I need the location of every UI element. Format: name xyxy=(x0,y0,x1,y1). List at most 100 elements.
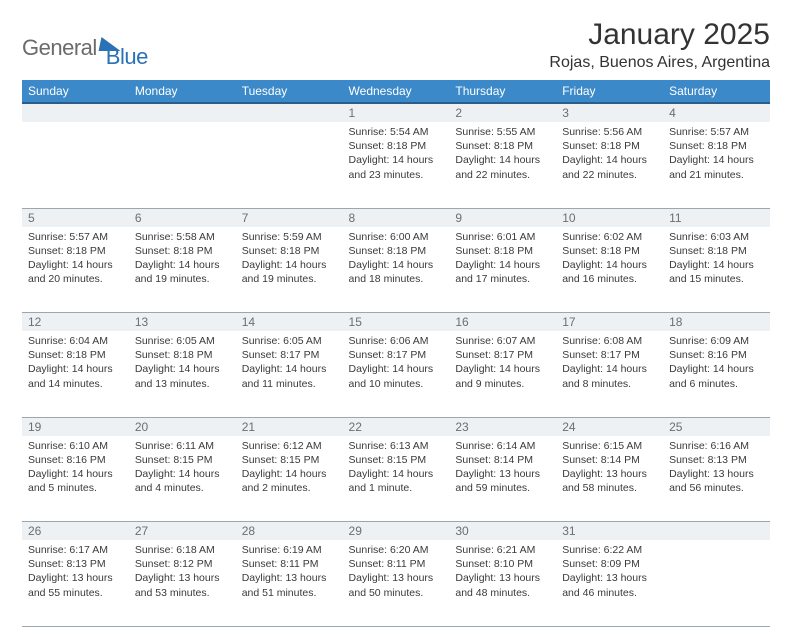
day-cell: Sunrise: 6:07 AMSunset: 8:17 PMDaylight:… xyxy=(449,331,556,417)
day-cell: Sunrise: 6:19 AMSunset: 8:11 PMDaylight:… xyxy=(236,540,343,626)
logo-triangle-icon xyxy=(98,37,123,51)
day-number: 13 xyxy=(129,313,236,332)
week-row: Sunrise: 6:17 AMSunset: 8:13 PMDaylight:… xyxy=(22,540,770,626)
daynum-row: 262728293031 xyxy=(22,522,770,541)
day-number xyxy=(22,103,129,122)
daynum-row: 19202122232425 xyxy=(22,417,770,436)
daynum-row: 12131415161718 xyxy=(22,313,770,332)
day-details: Sunrise: 5:56 AMSunset: 8:18 PMDaylight:… xyxy=(556,122,663,186)
day-cell: Sunrise: 6:05 AMSunset: 8:18 PMDaylight:… xyxy=(129,331,236,417)
day-number xyxy=(236,103,343,122)
day-number: 24 xyxy=(556,417,663,436)
day-cell: Sunrise: 6:21 AMSunset: 8:10 PMDaylight:… xyxy=(449,540,556,626)
day-cell: Sunrise: 6:16 AMSunset: 8:13 PMDaylight:… xyxy=(663,436,770,522)
day-number xyxy=(129,103,236,122)
day-details: Sunrise: 6:08 AMSunset: 8:17 PMDaylight:… xyxy=(556,331,663,395)
day-number: 31 xyxy=(556,522,663,541)
day-number: 17 xyxy=(556,313,663,332)
day-cell xyxy=(129,122,236,208)
day-details: Sunrise: 6:02 AMSunset: 8:18 PMDaylight:… xyxy=(556,227,663,291)
day-cell: Sunrise: 5:56 AMSunset: 8:18 PMDaylight:… xyxy=(556,122,663,208)
day-details: Sunrise: 6:05 AMSunset: 8:18 PMDaylight:… xyxy=(129,331,236,395)
day-cell: Sunrise: 6:18 AMSunset: 8:12 PMDaylight:… xyxy=(129,540,236,626)
day-number: 8 xyxy=(343,208,450,227)
day-number: 12 xyxy=(22,313,129,332)
day-number: 15 xyxy=(343,313,450,332)
week-row: Sunrise: 5:54 AMSunset: 8:18 PMDaylight:… xyxy=(22,122,770,208)
day-number: 10 xyxy=(556,208,663,227)
day-details: Sunrise: 6:03 AMSunset: 8:18 PMDaylight:… xyxy=(663,227,770,291)
day-number: 19 xyxy=(22,417,129,436)
logo: General Blue xyxy=(22,26,148,70)
day-number: 6 xyxy=(129,208,236,227)
day-details: Sunrise: 6:00 AMSunset: 8:18 PMDaylight:… xyxy=(343,227,450,291)
day-cell: Sunrise: 6:00 AMSunset: 8:18 PMDaylight:… xyxy=(343,227,450,313)
day-cell: Sunrise: 6:02 AMSunset: 8:18 PMDaylight:… xyxy=(556,227,663,313)
day-cell: Sunrise: 6:04 AMSunset: 8:18 PMDaylight:… xyxy=(22,331,129,417)
day-cell xyxy=(22,122,129,208)
day-number: 2 xyxy=(449,103,556,122)
day-cell xyxy=(663,540,770,626)
day-number: 3 xyxy=(556,103,663,122)
day-details: Sunrise: 6:09 AMSunset: 8:16 PMDaylight:… xyxy=(663,331,770,395)
daynum-row: 1234 xyxy=(22,103,770,122)
day-details: Sunrise: 6:07 AMSunset: 8:17 PMDaylight:… xyxy=(449,331,556,395)
day-number: 16 xyxy=(449,313,556,332)
day-cell: Sunrise: 5:58 AMSunset: 8:18 PMDaylight:… xyxy=(129,227,236,313)
day-number: 7 xyxy=(236,208,343,227)
day-cell: Sunrise: 6:17 AMSunset: 8:13 PMDaylight:… xyxy=(22,540,129,626)
logo-text-general: General xyxy=(22,35,97,61)
day-number: 30 xyxy=(449,522,556,541)
day-cell: Sunrise: 6:14 AMSunset: 8:14 PMDaylight:… xyxy=(449,436,556,522)
day-cell: Sunrise: 5:55 AMSunset: 8:18 PMDaylight:… xyxy=(449,122,556,208)
location: Rojas, Buenos Aires, Argentina xyxy=(549,54,770,72)
day-number: 4 xyxy=(663,103,770,122)
day-number: 21 xyxy=(236,417,343,436)
weekday-header: Saturday xyxy=(663,80,770,103)
day-details: Sunrise: 6:05 AMSunset: 8:17 PMDaylight:… xyxy=(236,331,343,395)
day-cell: Sunrise: 5:54 AMSunset: 8:18 PMDaylight:… xyxy=(343,122,450,208)
day-number: 20 xyxy=(129,417,236,436)
day-cell: Sunrise: 6:05 AMSunset: 8:17 PMDaylight:… xyxy=(236,331,343,417)
day-details: Sunrise: 6:12 AMSunset: 8:15 PMDaylight:… xyxy=(236,436,343,500)
day-details: Sunrise: 5:57 AMSunset: 8:18 PMDaylight:… xyxy=(663,122,770,186)
day-details: Sunrise: 5:54 AMSunset: 8:18 PMDaylight:… xyxy=(343,122,450,186)
day-details: Sunrise: 5:55 AMSunset: 8:18 PMDaylight:… xyxy=(449,122,556,186)
day-details: Sunrise: 6:21 AMSunset: 8:10 PMDaylight:… xyxy=(449,540,556,604)
day-cell: Sunrise: 6:12 AMSunset: 8:15 PMDaylight:… xyxy=(236,436,343,522)
day-number: 29 xyxy=(343,522,450,541)
week-row: Sunrise: 6:10 AMSunset: 8:16 PMDaylight:… xyxy=(22,436,770,522)
day-number: 25 xyxy=(663,417,770,436)
day-details: Sunrise: 6:17 AMSunset: 8:13 PMDaylight:… xyxy=(22,540,129,604)
day-details: Sunrise: 6:18 AMSunset: 8:12 PMDaylight:… xyxy=(129,540,236,604)
weekday-header: Sunday xyxy=(22,80,129,103)
day-number: 26 xyxy=(22,522,129,541)
day-details: Sunrise: 6:01 AMSunset: 8:18 PMDaylight:… xyxy=(449,227,556,291)
day-cell: Sunrise: 6:06 AMSunset: 8:17 PMDaylight:… xyxy=(343,331,450,417)
day-details: Sunrise: 5:57 AMSunset: 8:18 PMDaylight:… xyxy=(22,227,129,291)
day-details: Sunrise: 6:22 AMSunset: 8:09 PMDaylight:… xyxy=(556,540,663,604)
day-details: Sunrise: 6:20 AMSunset: 8:11 PMDaylight:… xyxy=(343,540,450,604)
day-cell: Sunrise: 6:20 AMSunset: 8:11 PMDaylight:… xyxy=(343,540,450,626)
day-cell: Sunrise: 6:22 AMSunset: 8:09 PMDaylight:… xyxy=(556,540,663,626)
day-cell: Sunrise: 5:57 AMSunset: 8:18 PMDaylight:… xyxy=(22,227,129,313)
weekday-header: Wednesday xyxy=(343,80,450,103)
day-details: Sunrise: 5:59 AMSunset: 8:18 PMDaylight:… xyxy=(236,227,343,291)
day-number: 27 xyxy=(129,522,236,541)
weekday-header: Monday xyxy=(129,80,236,103)
day-cell: Sunrise: 6:11 AMSunset: 8:15 PMDaylight:… xyxy=(129,436,236,522)
day-details: Sunrise: 6:11 AMSunset: 8:15 PMDaylight:… xyxy=(129,436,236,500)
header: General Blue January 2025 Rojas, Buenos … xyxy=(22,18,770,72)
day-details: Sunrise: 6:13 AMSunset: 8:15 PMDaylight:… xyxy=(343,436,450,500)
title-block: January 2025 Rojas, Buenos Aires, Argent… xyxy=(549,18,770,72)
day-cell: Sunrise: 6:13 AMSunset: 8:15 PMDaylight:… xyxy=(343,436,450,522)
day-number: 11 xyxy=(663,208,770,227)
day-cell: Sunrise: 6:03 AMSunset: 8:18 PMDaylight:… xyxy=(663,227,770,313)
day-number: 14 xyxy=(236,313,343,332)
day-cell: Sunrise: 6:10 AMSunset: 8:16 PMDaylight:… xyxy=(22,436,129,522)
day-details: Sunrise: 6:14 AMSunset: 8:14 PMDaylight:… xyxy=(449,436,556,500)
day-cell: Sunrise: 6:09 AMSunset: 8:16 PMDaylight:… xyxy=(663,331,770,417)
weekday-header: Tuesday xyxy=(236,80,343,103)
week-row: Sunrise: 5:57 AMSunset: 8:18 PMDaylight:… xyxy=(22,227,770,313)
day-number: 5 xyxy=(22,208,129,227)
